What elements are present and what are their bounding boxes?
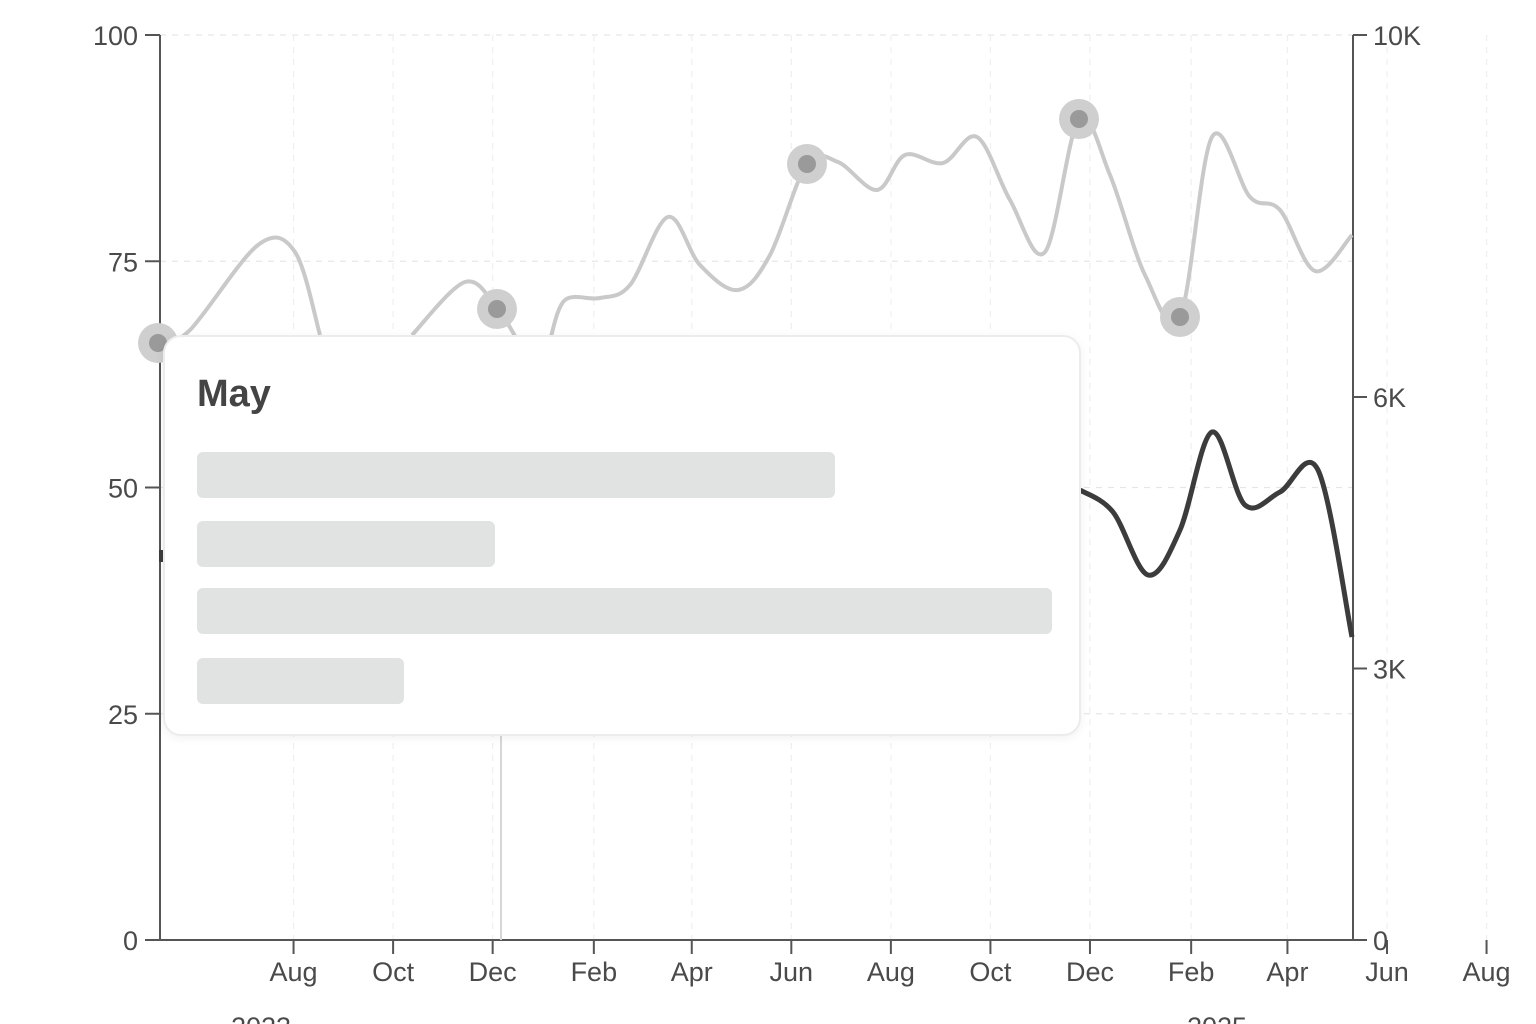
tooltip-bar-2 bbox=[197, 521, 495, 567]
x-tick-label: Oct bbox=[969, 957, 1012, 987]
x-tick-label: Aug bbox=[270, 957, 318, 987]
y-left-tick-label: 100 bbox=[93, 21, 138, 51]
x-tick-label: Dec bbox=[469, 957, 517, 987]
series-lower-line bbox=[1078, 429, 1355, 638]
y-right-tick-label: 0 bbox=[1373, 926, 1388, 956]
x-tick-label: Aug bbox=[1463, 957, 1511, 987]
x-year-label-2025: 2025 bbox=[1187, 1012, 1247, 1024]
y-left-tick-label: 25 bbox=[108, 700, 138, 730]
x-tick-label: Feb bbox=[1168, 957, 1215, 987]
series-upper-marker[interactable] bbox=[798, 155, 816, 173]
tooltip-bar-3 bbox=[197, 588, 1052, 634]
hover-tooltip: May bbox=[163, 335, 1081, 736]
series-upper-marker[interactable] bbox=[488, 300, 506, 318]
x-tick-label: Aug bbox=[867, 957, 915, 987]
series-upper-line-segment-2 bbox=[410, 279, 522, 347]
x-tick-label: Feb bbox=[571, 957, 618, 987]
y-left-tick-label: 75 bbox=[108, 247, 138, 277]
series-layer bbox=[138, 99, 1355, 940]
series-upper-marker[interactable] bbox=[1070, 110, 1088, 128]
x-tick-label: Apr bbox=[1266, 957, 1308, 987]
y-left-tick-label: 50 bbox=[108, 474, 138, 504]
x-tick-label: Oct bbox=[372, 957, 415, 987]
tooltip-bar-1 bbox=[197, 452, 835, 498]
x-year-label-2023: 2023 bbox=[231, 1012, 291, 1024]
tooltip-title: May bbox=[197, 373, 271, 415]
x-tick-label: Jun bbox=[1365, 957, 1409, 987]
series-upper-line-segment-1 bbox=[159, 235, 322, 345]
series-upper-marker[interactable] bbox=[149, 334, 167, 352]
y-right-tick-label: 10K bbox=[1373, 21, 1421, 51]
tooltip-bar-4 bbox=[197, 658, 404, 704]
x-tick-label: Jun bbox=[770, 957, 814, 987]
x-tick-label: Apr bbox=[671, 957, 713, 987]
axis-labels: 0 25 50 75 100 0 3K 6K 10K Aug Oct Dec Feb Apr Jun Aug O… bbox=[93, 21, 1511, 1024]
y-right-tick-label: 3K bbox=[1373, 655, 1406, 685]
series-upper-line-segment-3 bbox=[548, 114, 1354, 341]
x-tick-label: Dec bbox=[1066, 957, 1114, 987]
axes bbox=[145, 34, 1488, 954]
y-left-tick-label: 0 bbox=[123, 926, 138, 956]
series-upper-marker[interactable] bbox=[1171, 308, 1189, 326]
y-right-tick-label: 6K bbox=[1373, 383, 1406, 413]
